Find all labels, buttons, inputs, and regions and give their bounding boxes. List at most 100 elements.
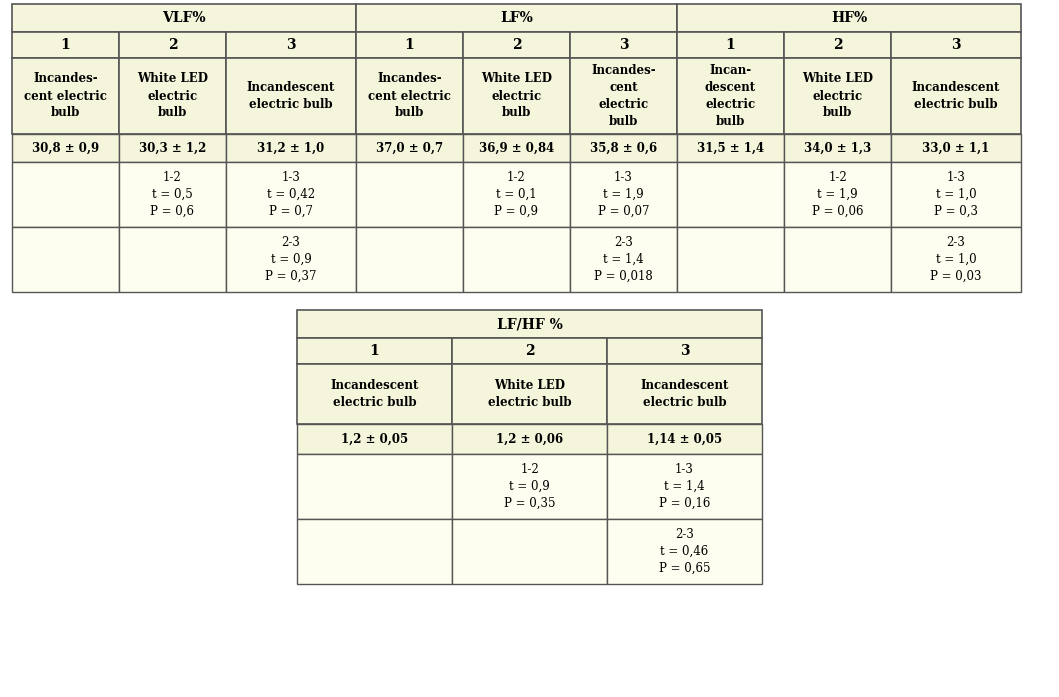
- Bar: [12, 32, 119, 58]
- Text: Incan-
descent
electric
bulb: Incan- descent electric bulb: [705, 64, 756, 128]
- Bar: [463, 134, 570, 162]
- Text: 30,3 ± 1,2: 30,3 ± 1,2: [139, 141, 207, 155]
- Bar: [784, 134, 891, 162]
- Bar: [463, 227, 570, 292]
- Text: LF/HF %: LF/HF %: [497, 317, 562, 331]
- Bar: [607, 454, 762, 519]
- Text: Incandes-
cent electric
bulb: Incandes- cent electric bulb: [369, 72, 451, 119]
- Bar: [119, 227, 226, 292]
- Bar: [356, 227, 463, 292]
- Bar: [12, 58, 119, 134]
- Bar: [677, 162, 784, 227]
- Text: 2-3
t = 1,0
P = 0,03: 2-3 t = 1,0 P = 0,03: [930, 236, 982, 283]
- Text: 1-3
t = 1,0
P = 0,3: 1-3 t = 1,0 P = 0,3: [934, 171, 979, 218]
- Bar: [226, 58, 356, 134]
- Text: LF%: LF%: [500, 11, 533, 25]
- Bar: [356, 162, 463, 227]
- Text: 3: 3: [680, 344, 689, 358]
- Bar: [570, 134, 677, 162]
- Bar: [570, 162, 677, 227]
- Bar: [452, 424, 607, 454]
- Bar: [119, 58, 226, 134]
- Text: 35,8 ± 0,6: 35,8 ± 0,6: [590, 141, 657, 155]
- Text: 36,9 ± 0,84: 36,9 ± 0,84: [479, 141, 554, 155]
- Text: 3: 3: [951, 38, 961, 52]
- Bar: [119, 134, 226, 162]
- Text: 2-3
t = 0,9
P = 0,37: 2-3 t = 0,9 P = 0,37: [265, 236, 317, 283]
- Text: 3: 3: [286, 38, 295, 52]
- Text: 1-3
t = 1,9
P = 0,07: 1-3 t = 1,9 P = 0,07: [597, 171, 649, 218]
- Text: Incandes-
cent
electric
bulb: Incandes- cent electric bulb: [591, 64, 656, 128]
- Bar: [297, 519, 452, 584]
- Bar: [891, 134, 1021, 162]
- Bar: [677, 32, 784, 58]
- Bar: [297, 310, 762, 338]
- Bar: [297, 338, 452, 364]
- Bar: [891, 58, 1021, 134]
- Bar: [784, 227, 891, 292]
- Text: 2: 2: [511, 38, 521, 52]
- Text: Incandescent
electric bulb: Incandescent electric bulb: [912, 81, 1000, 111]
- Text: 1,14 ± 0,05: 1,14 ± 0,05: [647, 433, 722, 445]
- Text: Incandescent
electric bulb: Incandescent electric bulb: [641, 379, 729, 409]
- Text: 1-2
t = 0,1
P = 0,9: 1-2 t = 0,1 P = 0,9: [495, 171, 538, 218]
- Text: 3: 3: [618, 38, 628, 52]
- Text: 2: 2: [167, 38, 177, 52]
- Text: 1,2 ± 0,06: 1,2 ± 0,06: [496, 433, 563, 445]
- Text: White LED
electric
bulb: White LED electric bulb: [802, 72, 873, 119]
- Bar: [226, 32, 356, 58]
- Text: 37,0 ± 0,7: 37,0 ± 0,7: [376, 141, 443, 155]
- Text: 1-2
t = 0,9
P = 0,35: 1-2 t = 0,9 P = 0,35: [504, 463, 555, 510]
- Bar: [784, 32, 891, 58]
- Bar: [784, 58, 891, 134]
- Bar: [607, 364, 762, 424]
- Text: 1-2
t = 0,5
P = 0,6: 1-2 t = 0,5 P = 0,6: [150, 171, 195, 218]
- Text: 31,5 ± 1,4: 31,5 ± 1,4: [697, 141, 764, 155]
- Bar: [677, 4, 1021, 32]
- Text: White LED
electric
bulb: White LED electric bulb: [137, 72, 208, 119]
- Text: 1-2
t = 1,9
P = 0,06: 1-2 t = 1,9 P = 0,06: [812, 171, 863, 218]
- Text: 1-3
t = 0,42
P = 0,7: 1-3 t = 0,42 P = 0,7: [267, 171, 316, 218]
- Bar: [607, 519, 762, 584]
- Bar: [677, 58, 784, 134]
- Bar: [452, 364, 607, 424]
- Bar: [226, 227, 356, 292]
- Bar: [356, 32, 463, 58]
- Bar: [891, 32, 1021, 58]
- Text: 2: 2: [832, 38, 842, 52]
- Bar: [356, 58, 463, 134]
- Bar: [607, 424, 762, 454]
- Text: VLF%: VLF%: [162, 11, 205, 25]
- Bar: [677, 134, 784, 162]
- Text: 1: 1: [60, 38, 70, 52]
- Text: 2-3
t = 0,46
P = 0,65: 2-3 t = 0,46 P = 0,65: [659, 528, 711, 575]
- Bar: [463, 58, 570, 134]
- Text: 31,2 ± 1,0: 31,2 ± 1,0: [257, 141, 325, 155]
- Bar: [570, 58, 677, 134]
- Bar: [12, 227, 119, 292]
- Bar: [452, 454, 607, 519]
- Bar: [452, 338, 607, 364]
- Bar: [297, 424, 452, 454]
- Text: 1: 1: [405, 38, 414, 52]
- Text: 1-3
t = 1,4
P = 0,16: 1-3 t = 1,4 P = 0,16: [659, 463, 711, 510]
- Bar: [891, 162, 1021, 227]
- Text: 1,2 ± 0,05: 1,2 ± 0,05: [341, 433, 408, 445]
- Bar: [570, 32, 677, 58]
- Bar: [297, 454, 452, 519]
- Bar: [607, 338, 762, 364]
- Bar: [570, 227, 677, 292]
- Bar: [463, 32, 570, 58]
- Bar: [226, 134, 356, 162]
- Bar: [356, 134, 463, 162]
- Bar: [677, 227, 784, 292]
- Bar: [784, 162, 891, 227]
- Bar: [463, 162, 570, 227]
- Bar: [12, 4, 356, 32]
- Text: 33,0 ± 1,1: 33,0 ± 1,1: [922, 141, 989, 155]
- Text: 34,0 ± 1,3: 34,0 ± 1,3: [804, 141, 872, 155]
- Bar: [226, 162, 356, 227]
- Bar: [356, 4, 677, 32]
- Text: White LED
electric bulb: White LED electric bulb: [488, 379, 571, 409]
- Text: 2: 2: [524, 344, 535, 358]
